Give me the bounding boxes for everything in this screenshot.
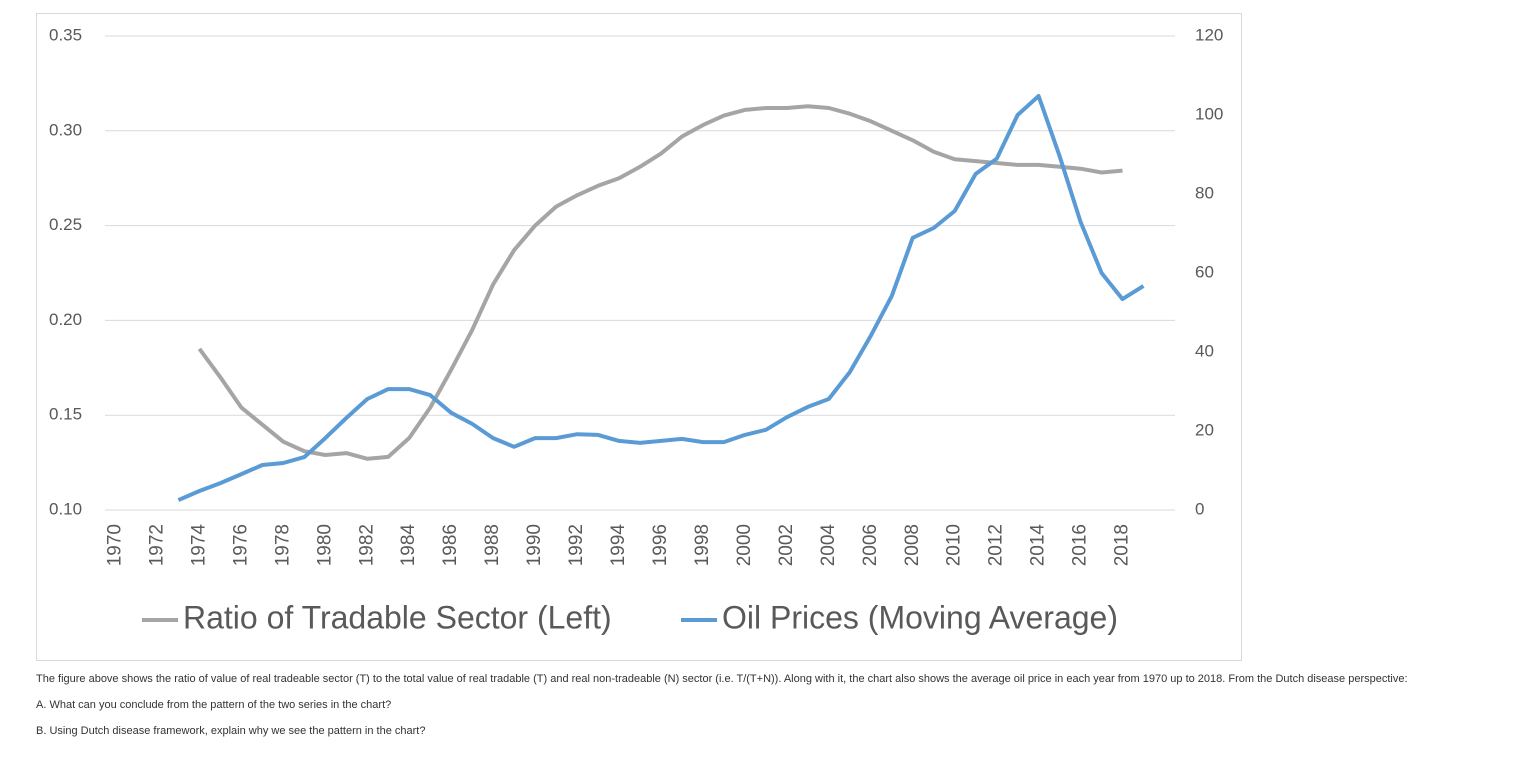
x-tick-label: 2002 <box>776 524 797 566</box>
y-tick-label: 0.30 <box>49 120 82 139</box>
x-tick-label: 1972 <box>146 524 167 566</box>
question-text: B. Using Dutch disease framework, explai… <box>36 725 426 737</box>
x-tick-label: 2006 <box>860 524 881 566</box>
x-tick-label: 2016 <box>1070 524 1091 566</box>
y-tick-label: 0.10 <box>49 499 82 518</box>
y2-tick-label: 0 <box>1195 499 1204 518</box>
series-line <box>177 94 1145 502</box>
x-tick-label: 1982 <box>356 524 377 566</box>
x-tick-label: 2018 <box>1112 524 1133 566</box>
y2-tick-label: 120 <box>1195 25 1223 44</box>
x-tick-label: 1976 <box>230 524 251 566</box>
chart-frame <box>36 13 1242 661</box>
x-tick-label: 2000 <box>734 524 755 566</box>
x-tick-label: 1996 <box>650 524 671 566</box>
x-tick-label: 2012 <box>986 524 1007 566</box>
x-tick-label: 1998 <box>692 524 713 566</box>
legend-label: Oil Prices (Moving Average) <box>722 599 1118 635</box>
y2-tick-label: 80 <box>1195 183 1214 202</box>
y2-tick-label: 40 <box>1195 341 1214 360</box>
legend-label: Ratio of Tradable Sector (Left) <box>183 599 612 635</box>
x-tick-label: 1980 <box>314 524 335 566</box>
x-tick-label: 1974 <box>188 524 209 567</box>
x-tick-label: 1988 <box>482 524 503 566</box>
x-tick-label: 1978 <box>272 524 293 566</box>
x-tick-label: 1992 <box>566 524 587 566</box>
x-tick-label: 2008 <box>902 524 923 566</box>
y2-tick-label: 100 <box>1195 104 1223 123</box>
x-tick-label: 1990 <box>524 524 545 566</box>
x-tick-label: 1986 <box>440 524 461 566</box>
x-tick-label: 1984 <box>398 524 419 567</box>
question-text: The figure above shows the ratio of valu… <box>36 673 1408 685</box>
x-tick-label: 2004 <box>818 524 839 567</box>
y2-tick-label: 60 <box>1195 262 1214 281</box>
y2-tick-label: 20 <box>1195 420 1214 439</box>
x-tick-label: 1970 <box>105 524 126 566</box>
x-tick-label: 2010 <box>944 524 965 566</box>
series-line <box>197 104 1123 461</box>
y-tick-label: 0.15 <box>49 405 82 424</box>
chart: Ratio of Tradable Sector (Left) Oil Pric… <box>36 13 1242 661</box>
y-tick-label: 0.35 <box>49 25 82 44</box>
question-text: A. What can you conclude from the patter… <box>36 699 392 711</box>
x-tick-label: 1994 <box>608 524 629 567</box>
y-tick-label: 0.20 <box>49 310 82 329</box>
x-tick-label: 2014 <box>1028 524 1049 567</box>
y-tick-label: 0.25 <box>49 215 82 234</box>
